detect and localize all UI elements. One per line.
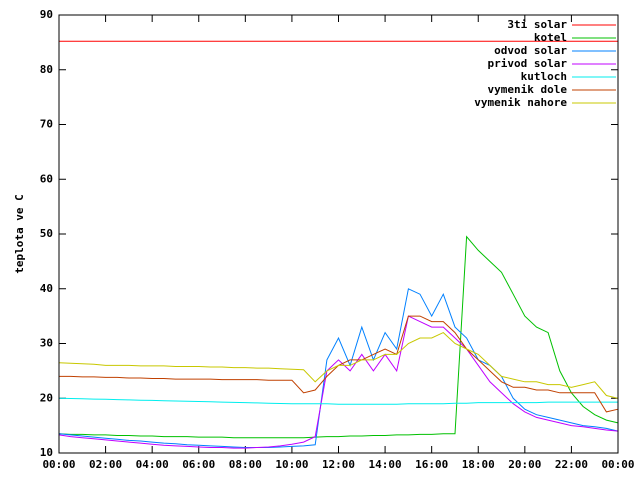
legend-label: odvod solar [494, 44, 567, 57]
x-tick-label: 22:00 [555, 458, 588, 471]
legend-label: vymenik dole [488, 83, 568, 96]
x-tick-label: 10:00 [275, 458, 308, 471]
legend-label: vymenik nahore [474, 96, 567, 109]
legend-label: kotel [534, 31, 567, 44]
series-line [58, 315, 619, 449]
x-tick-label: 08:00 [229, 458, 262, 471]
y-tick-label: 10 [40, 446, 53, 459]
series-line [58, 235, 619, 439]
y-tick-label: 70 [40, 118, 53, 131]
legend-label: kutloch [521, 70, 567, 83]
x-tick-label: 12:00 [322, 458, 355, 471]
y-tick-label: 40 [40, 282, 53, 295]
series-line [58, 397, 618, 405]
legend-label: 3ti solar [507, 18, 567, 31]
series-line [58, 288, 619, 448]
x-tick-label: 04:00 [136, 458, 169, 471]
plot-border [58, 14, 619, 454]
x-tick-label: 00:00 [601, 458, 634, 471]
series-line [58, 332, 619, 399]
x-tick-label: 06:00 [182, 458, 215, 471]
legend-label: privod solar [488, 57, 568, 70]
y-tick-label: 50 [40, 227, 53, 240]
y-axis-label: teplota ve C [13, 194, 26, 273]
y-tick-label: 60 [40, 172, 53, 185]
y-tick-label: 20 [40, 391, 53, 404]
y-tick-label: 80 [40, 63, 53, 76]
x-tick-label: 20:00 [508, 458, 541, 471]
y-tick-label: 30 [40, 337, 53, 350]
x-tick-label: 00:00 [42, 458, 75, 471]
x-tick-label: 02:00 [89, 458, 122, 471]
x-tick-label: 14:00 [369, 458, 402, 471]
x-tick-label: 18:00 [462, 458, 495, 471]
x-tick-label: 16:00 [415, 458, 448, 471]
y-tick-label: 90 [40, 8, 53, 21]
